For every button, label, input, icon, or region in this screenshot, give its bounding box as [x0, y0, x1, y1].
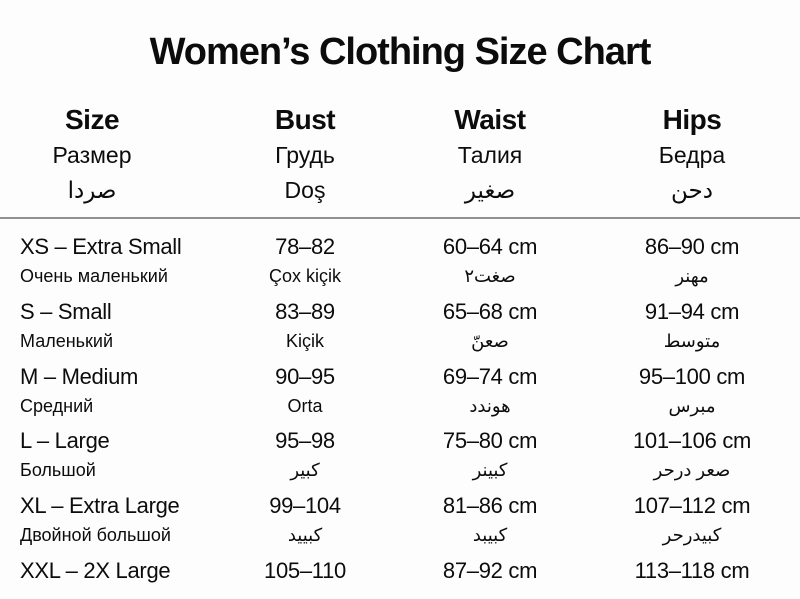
bust-cell: 95–98 كبير — [205, 426, 405, 485]
hips-cell: 107–112 cm كبيدرحر — [582, 491, 800, 550]
waist-value: 60–64 cm — [442, 234, 538, 259]
column-header-size-en: Size — [64, 104, 120, 135]
bust-value: 105–110 — [264, 557, 346, 583]
bust-translation: Çox kiçik — [268, 266, 341, 286]
column-header-waist-ru: Талия — [457, 142, 523, 168]
size-cell: XL – Extra Large Двойной большой — [20, 491, 270, 550]
bust-cell: 99–104 كبييد — [205, 491, 405, 550]
column-header-hips-ru: Бедра — [658, 142, 726, 168]
column-header-size-ar: صردا — [67, 177, 117, 203]
table-row-l: L – Large Большой 95–98 كبير 75–80 cm كب… — [0, 426, 800, 491]
hips-translation: مبرس — [668, 395, 716, 416]
waist-cell: 81–86 cm كبيبد — [385, 491, 595, 550]
bust-translation: Orta — [287, 395, 323, 416]
column-header-waist-en: Waist — [454, 104, 526, 135]
size-translation: Маленький — [20, 330, 114, 351]
column-header-bust-ar: Doş — [284, 177, 326, 203]
bust-value: 99–104 — [269, 493, 341, 519]
size-value: S – Small — [20, 298, 112, 324]
hips-value: 113–118 cm — [634, 557, 750, 583]
size-translation: Большой — [20, 460, 96, 481]
hips-translation: كبيدرحر — [662, 525, 722, 546]
size-value: XXL – 2X Large — [20, 557, 171, 583]
waist-value: 75–80 cm — [442, 428, 538, 454]
waist-cell: 69–74 cm هوندد — [385, 362, 595, 421]
hips-value: 107–112 cm — [633, 493, 751, 519]
waist-cell: 60–64 cm صغت٢ — [385, 232, 595, 291]
hips-cell: 113–118 cm — [582, 556, 800, 586]
hips-value: 91–94 cm — [644, 298, 740, 324]
waist-value: 65–68 cm — [442, 298, 538, 324]
size-value: M – Medium — [20, 363, 139, 389]
hips-translation: متوسط — [663, 330, 721, 351]
page-title: Women’s Clothing Size Chart — [149, 31, 652, 73]
column-header-bust: Bust Грудь Doş — [205, 102, 405, 207]
bust-translation: كبير — [290, 460, 320, 481]
table-row-xxl: XXL – 2X Large 105–110 87–92 cm 113–118 … — [0, 556, 800, 599]
waist-cell: 65–68 cm صعنّ — [385, 297, 595, 356]
column-header-hips: Hips Бедра دحن — [582, 102, 800, 207]
size-cell: M – Medium Средний — [20, 362, 270, 421]
waist-translation: كبينر — [472, 460, 508, 481]
size-cell: L – Large Большой — [20, 426, 270, 485]
bust-value: 78–82 — [275, 234, 335, 259]
hips-cell: 95–100 cm مبرس — [582, 362, 800, 421]
column-header-hips-ar: دحن — [671, 177, 713, 203]
bust-value: 95–98 — [275, 428, 335, 454]
table-body: XS – Extra Small Очень маленький 78–82 Ç… — [0, 232, 800, 599]
hips-translation: مهنر — [675, 266, 709, 286]
table-row-m: M – Medium Средний 90–95 Orta 69–74 cm ه… — [0, 362, 800, 427]
waist-translation: كبيبد — [472, 525, 508, 546]
header-divider — [0, 217, 800, 219]
waist-value: 81–86 cm — [442, 493, 538, 519]
bust-translation: Kiçik — [285, 330, 324, 351]
waist-value: 69–74 cm — [442, 363, 538, 389]
column-header-bust-ru: Грудь — [275, 142, 335, 168]
waist-translation: هوندد — [469, 395, 511, 416]
hips-cell: 86–90 cm مهنر — [582, 232, 800, 291]
bust-value: 83–89 — [275, 298, 335, 324]
waist-translation: صغت٢ — [464, 266, 516, 286]
bust-cell: 83–89 Kiçik — [205, 297, 405, 356]
size-value: XS – Extra Small — [20, 234, 182, 259]
size-translation: Очень маленький — [20, 266, 168, 286]
table-row-xl: XL – Extra Large Двойной большой 99–104 … — [0, 491, 800, 556]
size-cell: XS – Extra Small Очень маленький — [20, 232, 270, 291]
bust-translation: كبييد — [287, 525, 323, 546]
bust-value: 90–95 — [275, 363, 335, 389]
bust-cell: 90–95 Orta — [205, 362, 405, 421]
table-header: Size Размер صردا Bust Грудь Doş Waist Та… — [0, 102, 800, 207]
hips-value: 101–106 cm — [632, 428, 752, 454]
column-header-bust-en: Bust — [274, 104, 336, 135]
column-header-hips-en: Hips — [662, 104, 722, 135]
size-translation: Двойной большой — [20, 525, 171, 546]
column-header-size: Size Размер صردا — [0, 102, 184, 207]
size-value: XL – Extra Large — [20, 493, 180, 519]
waist-cell: 87–92 cm — [385, 556, 595, 586]
hips-cell: 91–94 cm متوسط — [582, 297, 800, 356]
waist-value: 87–92 cm — [442, 557, 538, 583]
hips-value: 95–100 cm — [638, 363, 746, 389]
table-row-xs: XS – Extra Small Очень маленький 78–82 Ç… — [0, 232, 800, 297]
hips-value: 86–90 cm — [644, 234, 740, 259]
column-header-waist: Waist Талия صغير — [385, 102, 595, 207]
table-row-s: S – Small Маленький 83–89 Kiçik 65–68 cm… — [0, 297, 800, 362]
size-value: L – Large — [20, 428, 110, 454]
hips-cell: 101–106 cm صعر درحر — [582, 426, 800, 485]
size-translation: Средний — [20, 395, 94, 416]
bust-cell: 105–110 — [205, 556, 405, 586]
size-cell: S – Small Маленький — [20, 297, 270, 356]
column-header-size-ru: Размер — [52, 142, 132, 168]
waist-cell: 75–80 cm كبينر — [385, 426, 595, 485]
column-header-waist-ar: صغير — [464, 177, 516, 203]
hips-translation: صعر درحر — [653, 460, 731, 481]
size-cell: XXL – 2X Large — [20, 556, 270, 586]
waist-translation: صعنّ — [471, 330, 509, 351]
bust-cell: 78–82 Çox kiçik — [205, 232, 405, 291]
